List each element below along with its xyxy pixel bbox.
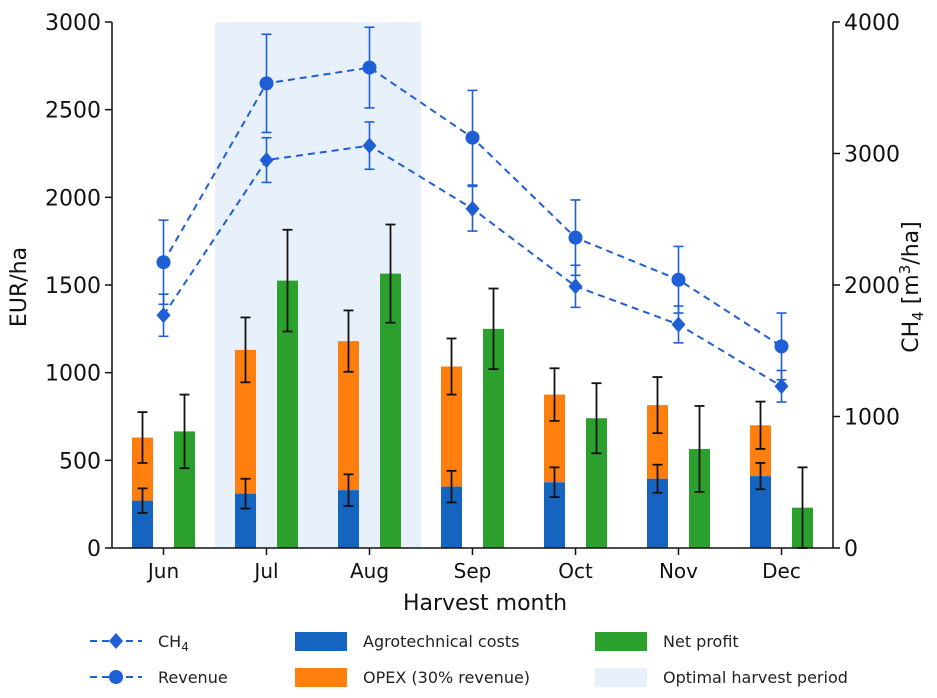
legend-patch-agro	[295, 632, 347, 651]
y-tick-label-left-2500: 2500	[45, 99, 101, 124]
legend-patch-optimal	[595, 668, 647, 687]
bar-agro-Sep	[441, 486, 462, 548]
point-revenue-Sep	[465, 130, 480, 145]
legend-label-optimal: Optimal harvest period	[663, 668, 848, 687]
y-tick-label-left-3000: 3000	[45, 11, 101, 36]
y-tick-label-left-1500: 1500	[45, 274, 101, 299]
point-ch-Nov	[671, 316, 686, 333]
point-revenue-Oct	[568, 230, 583, 245]
x-axis-label: Harvest month	[403, 591, 567, 616]
bar-net-Nov	[689, 448, 710, 548]
bar-net-Jun	[174, 431, 195, 548]
bar-opex-Jun	[132, 437, 153, 501]
x-tick-label-Nov: Nov	[659, 559, 698, 583]
error-bars	[137, 223, 808, 549]
legend-patch-opex	[295, 668, 347, 687]
bar-net-Aug	[380, 273, 401, 548]
point-ch-Dec	[774, 378, 789, 395]
bar-opex-Sep	[441, 366, 462, 487]
bar-opex-Nov	[647, 405, 668, 479]
legend-patch-net	[595, 632, 647, 651]
x-tick-label-Jun: Jun	[146, 559, 179, 583]
y-tick-label-right-4000: 4000	[844, 11, 900, 36]
x-tick-label-Aug: Aug	[350, 559, 389, 583]
legend-label-ch-sub: 4	[181, 640, 189, 654]
y-axis-label-right-part1: CH	[899, 321, 924, 353]
y-tick-label-left-2000: 2000	[45, 186, 101, 211]
legend-label-ch: CH4	[158, 632, 189, 654]
y-tick-label-right-3000: 3000	[844, 143, 900, 168]
legend-label-revenue-main: Revenue	[158, 668, 228, 687]
bar-opex-Dec	[750, 425, 771, 477]
bar-net-Jul	[277, 280, 298, 548]
point-revenue-Nov	[671, 272, 686, 287]
x-tick-label-Sep: Sep	[454, 559, 492, 583]
x-tick-label-Jul: Jul	[252, 559, 278, 583]
bar-agro-Jul	[235, 493, 256, 548]
point-ch-Sep	[465, 200, 480, 217]
bar-opex-Oct	[544, 394, 565, 483]
x-tick-label-Oct: Oct	[558, 559, 593, 583]
point-ch-Jul	[259, 152, 274, 169]
bar-agro-Dec	[750, 476, 771, 548]
bar-opex-Aug	[338, 341, 359, 491]
y-tick-label-left-500: 500	[59, 449, 101, 474]
bar-agro-Aug	[338, 490, 359, 548]
y-tick-label-right-1000: 1000	[844, 406, 900, 431]
bar-opex-Jul	[235, 349, 256, 494]
y-axis-label-right-sup: 3	[896, 265, 914, 275]
point-revenue-Jun	[156, 255, 171, 270]
point-ch-Aug	[362, 137, 377, 154]
x-tick-label-Dec: Dec	[762, 559, 801, 583]
bars	[132, 273, 813, 548]
legend-label-agro: Agrotechnical costs	[363, 632, 519, 651]
axes: 0 500 1000 1500 2000 2500 3000 0 1000 2000 3000 400…	[45, 11, 900, 583]
legend-label-revenue: Revenue	[158, 668, 228, 687]
point-ch-Oct	[568, 278, 583, 295]
bar-net-Oct	[586, 418, 607, 548]
legend-marker-revenue	[109, 670, 123, 684]
point-ch-Jun	[156, 307, 171, 324]
y-tick-label-right-2000: 2000	[844, 274, 900, 299]
bar-agro-Nov	[647, 478, 668, 548]
y-axis-label-left: EUR/ha	[7, 247, 32, 327]
legend-marker-ch	[109, 633, 123, 649]
point-revenue-Aug	[362, 60, 377, 75]
legend-label-net: Net profit	[663, 632, 739, 651]
axis-labels: Harvest month EUR/ha CH4 [m3/ha]	[7, 221, 927, 616]
legend: CH4 Revenue Agrotechnical costs OPEX (30% r…	[90, 632, 848, 687]
line-series	[156, 26, 789, 403]
y-tick-label-left-0: 0	[87, 537, 101, 562]
bar-net-Sep	[483, 328, 504, 548]
point-revenue-Dec	[774, 339, 789, 354]
y-axis-label-right-part3: /ha]	[899, 221, 924, 264]
y-tick-label-left-1000: 1000	[45, 362, 101, 387]
y-axis-label-right: CH4 [m3/ha]	[896, 221, 927, 352]
legend-label-opex: OPEX (30% revenue)	[363, 668, 530, 687]
legend-label-ch-main: CH	[158, 632, 181, 651]
bar-agro-Jun	[132, 500, 153, 548]
y-axis-label-right-part2: [m	[899, 274, 924, 311]
bar-agro-Oct	[544, 482, 565, 548]
point-revenue-Jul	[259, 76, 274, 91]
y-axis-label-right-sub: 4	[909, 311, 927, 321]
y-tick-label-right-0: 0	[844, 537, 858, 562]
